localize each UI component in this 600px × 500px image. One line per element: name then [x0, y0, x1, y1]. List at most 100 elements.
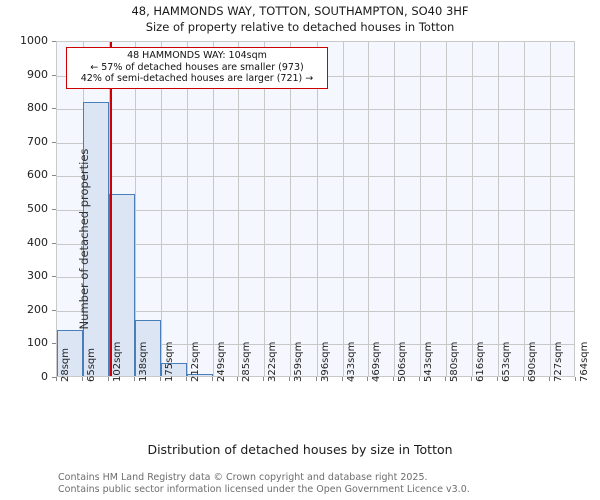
annotation-box: 48 HAMMONDS WAY: 104sqm ← 57% of detache… [66, 47, 328, 89]
y-axis-tick-mark [52, 377, 56, 378]
x-axis-tick-mark [185, 377, 187, 381]
y-axis-tick-label: 200 [27, 302, 48, 316]
gridline-vertical [471, 42, 473, 376]
y-axis-tick-label: 900 [27, 67, 48, 81]
x-axis-tick-label: 285sqm [241, 341, 253, 382]
x-axis-tick-label: 580sqm [449, 341, 461, 382]
gridline-vertical [497, 42, 499, 376]
x-axis-tick-mark [133, 377, 135, 381]
gridline-vertical [549, 42, 551, 376]
x-axis-tick-mark [108, 377, 110, 381]
footer-attribution: Contains HM Land Registry data © Crown c… [58, 472, 470, 495]
y-axis-tick-mark [52, 108, 56, 110]
x-axis-tick-label: 28sqm [60, 347, 71, 382]
y-axis-tick-mark [52, 74, 56, 76]
x-axis-tick-label: 764sqm [579, 341, 590, 382]
footer-line-1: Contains HM Land Registry data © Crown c… [58, 472, 428, 483]
x-axis-tick-label: 543sqm [423, 341, 435, 382]
x-axis-tick-label: 653sqm [500, 341, 512, 382]
histogram-bar [134, 319, 161, 376]
x-axis-tick-mark [522, 377, 524, 381]
y-axis-tick-mark [52, 41, 56, 42]
gridline-horizontal [57, 210, 574, 211]
gridline-horizontal [57, 344, 574, 346]
gridline-horizontal [57, 277, 574, 279]
chart-title-block: 48, HAMMONDS WAY, TOTTON, SOUTHAMPTON, S… [0, 3, 600, 35]
gridline-vertical [420, 42, 422, 376]
x-axis-tick-mark [315, 377, 317, 381]
x-axis-tick-label: 65sqm [86, 347, 98, 382]
gridline-vertical [446, 42, 448, 376]
x-axis-tick-label: 616sqm [474, 341, 486, 382]
x-axis-tick-label: 138sqm [137, 341, 149, 382]
x-axis-tick-label: 469sqm [370, 341, 382, 382]
gridline-vertical [367, 42, 369, 376]
x-axis-tick-mark [470, 377, 472, 381]
x-axis-tick-label: 690sqm [526, 341, 538, 382]
annotation-line-1: 48 HAMMONDS WAY: 104sqm [127, 50, 267, 61]
x-axis-tick-mark [366, 377, 368, 381]
y-axis-tick-mark [52, 242, 56, 244]
gridline-vertical [238, 42, 240, 376]
x-axis-title: Distribution of detached houses by size … [147, 442, 453, 457]
plot-area: Number of detached properties [56, 41, 575, 377]
marker-line [109, 42, 112, 376]
gridline-horizontal [57, 243, 574, 245]
x-axis-tick-mark [496, 377, 498, 381]
x-axis-tick-mark [159, 377, 161, 381]
x-axis-tick-mark [82, 377, 84, 381]
x-axis-tick-mark [419, 377, 421, 381]
histogram-bar [57, 330, 84, 376]
footer-line-2: Contains public sector information licen… [58, 483, 470, 495]
y-axis-tick-label: 700 [27, 134, 48, 148]
gridline-horizontal [57, 176, 574, 178]
y-axis-title: Number of detached properties [77, 148, 91, 330]
gridline-vertical [186, 42, 188, 376]
gridline-vertical [290, 42, 292, 376]
x-axis-tick-label: 433sqm [345, 341, 357, 382]
annotation-line-2: ← 57% of detached houses are smaller (97… [90, 61, 304, 73]
x-axis-tick-label: 212sqm [189, 341, 201, 382]
x-axis-tick-mark [445, 377, 447, 381]
gridline-horizontal [57, 310, 574, 312]
y-axis-tick-mark [52, 209, 56, 210]
annotation-line-3: 42% of semi-detached houses are larger (… [80, 73, 314, 84]
gridline-vertical [523, 42, 525, 376]
y-axis-tick-label: 800 [27, 101, 48, 115]
y-axis-tick-label: 600 [27, 168, 48, 182]
histogram-bar [83, 102, 110, 376]
gridline-vertical [134, 42, 136, 376]
y-axis-tick-label: 400 [27, 235, 48, 249]
x-axis-tick-label: 727sqm [552, 341, 564, 382]
x-axis-tick-label: 249sqm [215, 341, 227, 382]
x-axis-tick-mark [575, 377, 576, 381]
gridline-horizontal [57, 109, 574, 111]
gridline-horizontal [57, 142, 574, 144]
histogram-bar [160, 362, 187, 376]
x-axis-tick-mark [56, 377, 57, 381]
x-axis-tick-mark [211, 377, 213, 381]
gridline-vertical [342, 42, 344, 376]
y-axis-tick-mark [52, 276, 56, 278]
gridline-vertical [316, 42, 318, 376]
x-axis-tick-label: 175sqm [163, 341, 175, 382]
y-axis-tick-label: 1000 [20, 34, 48, 47]
x-axis-tick-label: 396sqm [319, 341, 331, 382]
x-axis-tick-label: 506sqm [397, 341, 409, 382]
x-axis-tick-mark [548, 377, 550, 381]
x-axis-tick-mark [263, 377, 265, 381]
y-axis-tick-label: 0 [41, 370, 48, 383]
gridline-vertical [212, 42, 214, 376]
x-axis-tick-label: 102sqm [112, 341, 124, 382]
x-axis-tick-mark [341, 377, 343, 381]
y-axis-tick-label: 300 [27, 269, 48, 283]
histogram-bar [186, 373, 213, 376]
y-axis-tick-mark [52, 309, 56, 311]
y-axis-tick-mark [52, 141, 56, 143]
y-axis-tick-mark [52, 175, 56, 177]
gridline-vertical [160, 42, 162, 376]
x-axis-tick-mark [393, 377, 395, 381]
chart-subtitle: Size of property relative to detached ho… [145, 20, 455, 34]
chart-title: 48, HAMMONDS WAY, TOTTON, SOUTHAMPTON, S… [131, 4, 469, 18]
